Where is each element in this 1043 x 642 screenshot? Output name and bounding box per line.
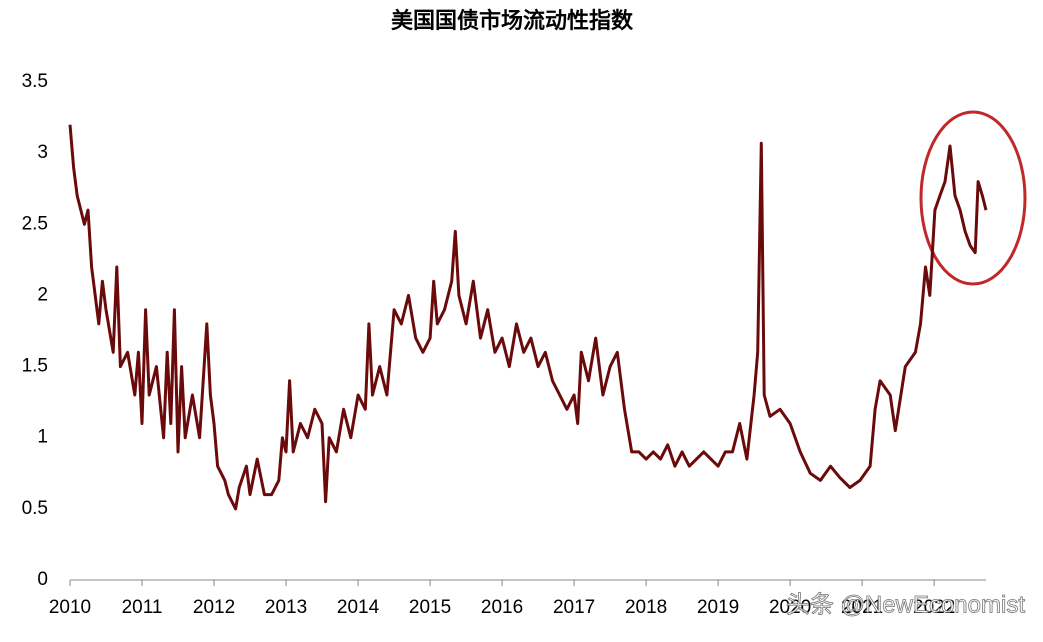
x-tick-label: 2012 xyxy=(193,597,235,618)
y-tick-label: 3.5 xyxy=(22,71,48,92)
x-tick-label: 2021 xyxy=(841,597,883,618)
x-tick-label: 2014 xyxy=(337,597,380,618)
x-tick-label: 2017 xyxy=(553,597,595,618)
y-tick-label: 1.5 xyxy=(22,356,48,377)
y-tick-label: 0 xyxy=(37,569,48,590)
highlight-circle xyxy=(919,110,1027,286)
x-tick-label: 2010 xyxy=(49,597,91,618)
x-tick-label: 2011 xyxy=(122,597,163,618)
y-tick-label: 1 xyxy=(37,427,48,448)
x-tick-label: 2020 xyxy=(769,597,811,618)
y-tick-label: 3 xyxy=(37,142,48,163)
y-tick-label: 2.5 xyxy=(22,213,48,234)
x-tick-label: 2019 xyxy=(697,597,739,618)
x-tick-label: 2013 xyxy=(265,597,307,618)
chart-title: 美国国债市场流动性指数 xyxy=(391,8,634,33)
x-tick-label: 2016 xyxy=(481,597,523,618)
y-tick-label: 2 xyxy=(37,284,48,305)
line-series xyxy=(68,124,988,511)
x-tick-label: 2018 xyxy=(625,597,667,618)
x-tick-label: 2015 xyxy=(409,597,451,618)
x-tick-label: 2022 xyxy=(913,597,955,618)
y-tick-label: 0.5 xyxy=(22,498,48,519)
watermark: 头条 @NewEconomist xyxy=(786,591,1025,618)
